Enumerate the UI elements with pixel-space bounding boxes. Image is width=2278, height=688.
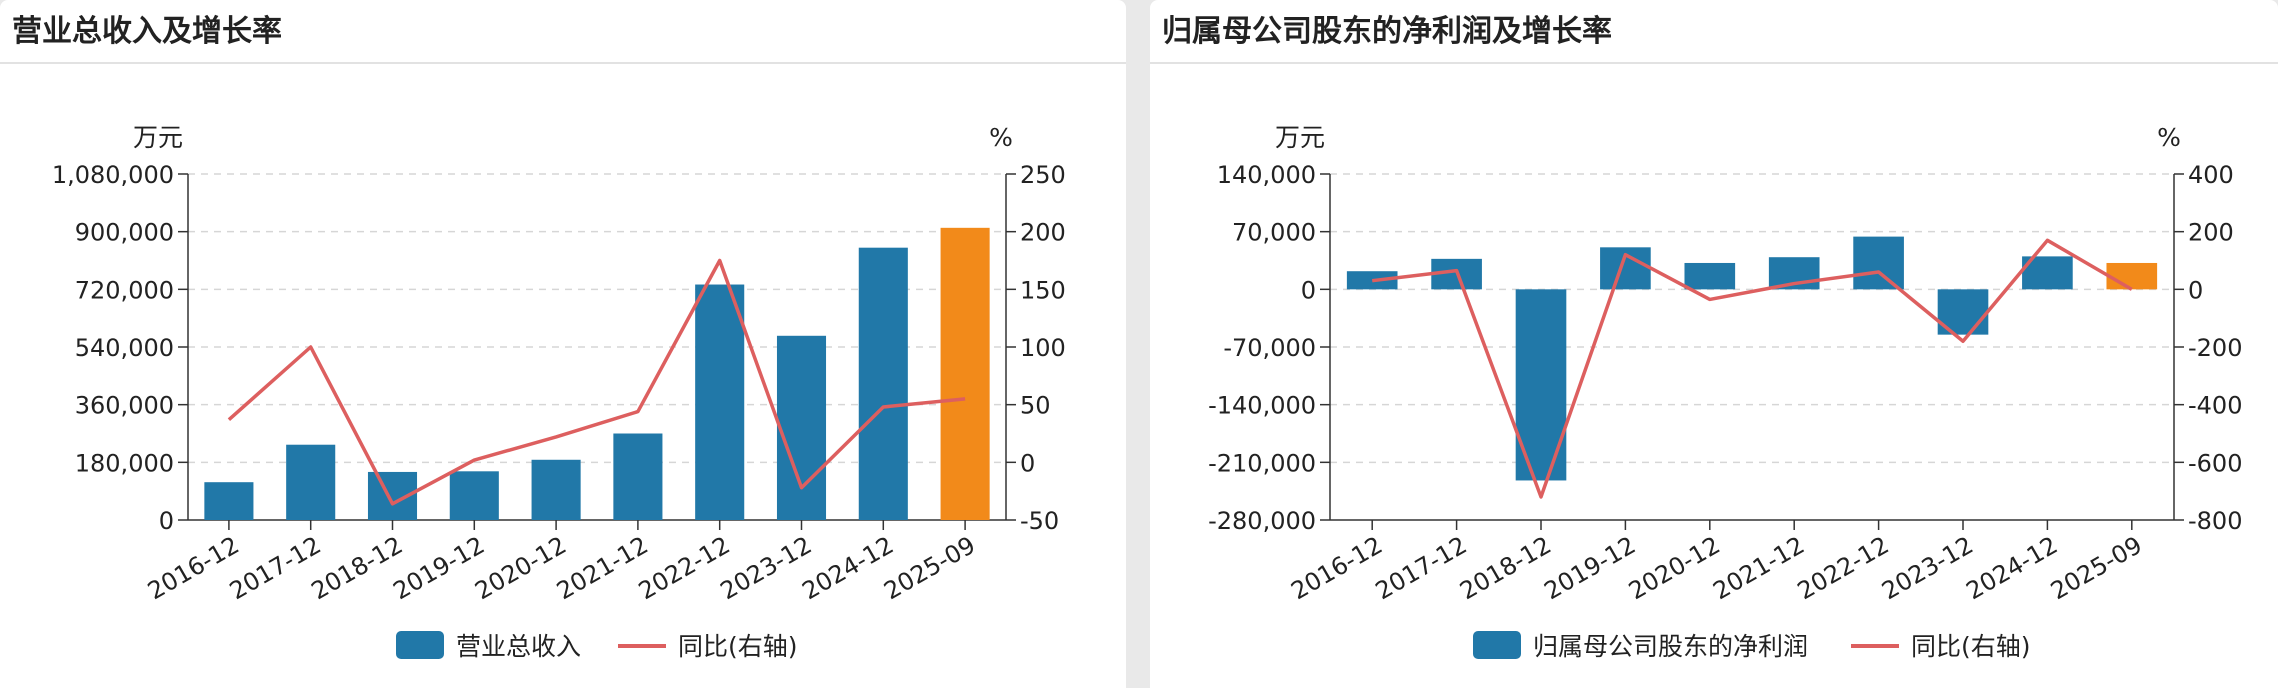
right-axis-unit: % (989, 123, 1013, 152)
right-axis-tick-label: 150 (1020, 276, 1066, 304)
left-axis-tick-label: 900,000 (75, 219, 174, 247)
right-axis-tick-label: 250 (1020, 161, 1066, 189)
left-axis-tick-label: 540,000 (75, 334, 174, 362)
legend-label-bar: 归属母公司股东的净利润 (1533, 632, 1808, 661)
yoy-line (227, 258, 966, 506)
left-axis-tick-label: 720,000 (75, 276, 174, 304)
legend: 营业总收入 同比(右轴) (396, 631, 798, 661)
right-axis-tick-label: 200 (2188, 219, 2234, 247)
bar (858, 247, 908, 520)
x-axis-tick-label: 2025-09 (2046, 531, 2147, 605)
net-profit-chart-panel: 归属母公司股东的净利润及增长率 -280,000 -210,000 -140,000… (1150, 0, 2278, 688)
left-axis-tick-label: 70,000 (1232, 219, 1316, 247)
bar (776, 335, 827, 520)
left-axis-unit: 万元 (1275, 123, 1325, 152)
right-axis-tick-label: -800 (2188, 507, 2242, 535)
x-axis-tick-label: 2017-12 (225, 531, 326, 605)
x-axis-tick-label: 2016-12 (1286, 531, 1387, 605)
panel-title: 归属母公司股东的净利润及增长率 (1162, 14, 1612, 49)
right-axis-tick-label: -200 (2188, 334, 2242, 362)
right-axis-tick-label: 400 (2188, 161, 2234, 189)
x-axis-tick-label: 2025-09 (879, 531, 980, 605)
net-profit-chart: -280,000 -210,000 -140,000 -70,000 0 70,000 14… (1208, 123, 2242, 661)
left-axis-tick-label: 0 (1301, 276, 1316, 304)
x-axis-tick-label: 2022-12 (634, 531, 735, 605)
legend-label-line: 同比(右轴) (1911, 632, 2031, 661)
revenue-chart-panel: 营业总收入及增长率 0 180,000 360,000 540,000 720,000 9… (0, 0, 1126, 688)
left-axis-tick-label: -70,000 (1223, 334, 1316, 362)
x-axis-tick-label: 2017-12 (1371, 531, 1472, 605)
bar (531, 459, 581, 520)
bar (940, 227, 990, 521)
right-axis-tick-label: -400 (2188, 392, 2242, 420)
left-axis-tick-label: 360,000 (75, 392, 174, 420)
legend-label-line: 同比(右轴) (678, 632, 798, 661)
yoy-line (1371, 238, 2133, 499)
x-axis-tick-label: 2022-12 (1793, 531, 1894, 605)
legend: 归属母公司股东的净利润 同比(右轴) (1473, 631, 2031, 661)
legend-swatch-bar (396, 631, 444, 659)
x-axis-tick-label: 2023-12 (716, 531, 817, 605)
x-axis-tick-label: 2021-12 (552, 531, 653, 605)
x-axis-tick-label: 2019-12 (388, 531, 489, 605)
x-axis-tick-label: 2020-12 (470, 531, 571, 605)
bar (204, 482, 254, 520)
left-axis-tick-label: 180,000 (75, 449, 174, 477)
panel-header: 营业总收入及增长率 (0, 0, 1126, 64)
x-axis-tick-label: 2018-12 (1455, 531, 1556, 605)
x-axis-tick-label: 2020-12 (1624, 531, 1725, 605)
bar (1684, 262, 1736, 290)
bar (695, 284, 745, 520)
right-axis-unit: % (2157, 123, 2181, 152)
x-axis-tick-label: 2018-12 (307, 531, 408, 605)
left-axis-tick-label: 140,000 (1217, 161, 1316, 189)
bar (613, 433, 663, 520)
left-axis-unit: 万元 (133, 123, 183, 152)
right-axis-tick-label: 0 (2188, 276, 2203, 304)
x-axis-tick-label: 2023-12 (1877, 531, 1978, 605)
x-axis-tick-label: 2021-12 (1708, 531, 1809, 605)
x-axis-tick-label: 2016-12 (143, 531, 244, 605)
right-axis-tick-label: 200 (1020, 219, 1066, 247)
x-axis-tick-label: 2024-12 (1962, 531, 2063, 605)
bar (1853, 236, 1904, 290)
left-axis-tick-label: 0 (159, 507, 174, 535)
x-axis-tick-label: 2024-12 (797, 531, 898, 605)
panel-title: 营业总收入及增长率 (12, 14, 282, 49)
legend-swatch-bar (1473, 631, 1521, 659)
bar (286, 444, 336, 520)
right-axis-tick-label: 0 (1020, 449, 1035, 477)
left-axis-tick-label: -280,000 (1208, 507, 1316, 535)
bar (449, 471, 499, 520)
left-axis-tick-label: 1,080,000 (52, 161, 174, 189)
right-axis-tick-label: 100 (1020, 334, 1066, 362)
right-axis-tick-label: 50 (1020, 392, 1051, 420)
panel-header: 归属母公司股东的净利润及增长率 (1150, 0, 2278, 64)
revenue-chart: 0 180,000 360,000 540,000 720,000 900,000 1,08… (52, 123, 1066, 661)
left-axis-tick-label: -210,000 (1208, 449, 1316, 477)
left-axis-tick-label: -140,000 (1208, 392, 1316, 420)
right-axis-tick-label: -50 (1020, 507, 1059, 535)
right-axis-tick-label: -600 (2188, 449, 2242, 477)
bar (2106, 262, 2158, 290)
legend-label-bar: 营业总收入 (456, 632, 581, 661)
x-axis-tick-label: 2019-12 (1540, 531, 1641, 605)
